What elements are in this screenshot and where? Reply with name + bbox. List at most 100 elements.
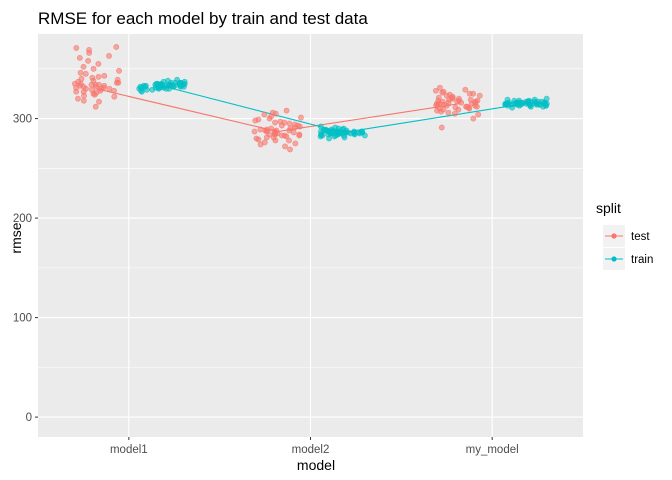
point-test bbox=[73, 45, 80, 51]
point-test bbox=[452, 110, 458, 117]
x-tick-label: model2 bbox=[292, 444, 330, 456]
grid-lines bbox=[38, 34, 583, 437]
point-test bbox=[85, 57, 92, 64]
point-test bbox=[95, 73, 102, 80]
point-test bbox=[445, 99, 452, 106]
point-train bbox=[351, 128, 358, 135]
point-test bbox=[91, 91, 98, 98]
point-test bbox=[116, 67, 122, 74]
legend-label-test: test bbox=[631, 231, 650, 243]
legend-label-train: train bbox=[631, 254, 653, 266]
x-tick-label: my_model bbox=[466, 444, 519, 456]
point-test bbox=[88, 81, 95, 88]
point-test bbox=[113, 44, 120, 50]
point-test bbox=[268, 125, 275, 132]
point-test bbox=[82, 70, 89, 77]
point-test bbox=[272, 110, 279, 117]
point-test bbox=[263, 134, 270, 141]
point-test bbox=[475, 111, 482, 118]
x-tick-label: model1 bbox=[110, 444, 148, 456]
point-test bbox=[78, 75, 85, 82]
point-train bbox=[176, 79, 183, 86]
point-test bbox=[454, 98, 461, 105]
point-test bbox=[467, 96, 474, 103]
point-train bbox=[137, 83, 144, 90]
point-test bbox=[101, 72, 108, 79]
point-train bbox=[181, 80, 188, 87]
y-axis-title: rmse bbox=[8, 222, 24, 253]
legend-key-test bbox=[603, 225, 625, 247]
point-test bbox=[80, 88, 87, 95]
legend: split test train bbox=[596, 200, 653, 270]
y-tick-label: 100 bbox=[13, 313, 32, 325]
y-axis-ticks: 0 100 200 300 bbox=[13, 114, 38, 424]
point-train bbox=[527, 101, 533, 108]
point-test bbox=[86, 47, 92, 53]
point-test bbox=[106, 85, 113, 92]
point-test bbox=[92, 103, 99, 110]
chart-title: RMSE for each model by train and test da… bbox=[38, 9, 368, 28]
point-train bbox=[519, 100, 525, 107]
point-train bbox=[339, 129, 346, 136]
point-test bbox=[261, 139, 268, 146]
point-test bbox=[253, 135, 260, 142]
point-train bbox=[152, 81, 159, 88]
point-test bbox=[255, 116, 262, 123]
legend-key-train bbox=[603, 248, 625, 270]
point-test bbox=[279, 132, 285, 139]
y-tick-label: 200 bbox=[13, 213, 32, 225]
point-test bbox=[278, 122, 285, 129]
point-test bbox=[432, 87, 439, 94]
point-test bbox=[95, 60, 102, 67]
point-test bbox=[291, 121, 298, 128]
point-train bbox=[157, 82, 163, 89]
point-test bbox=[261, 111, 268, 118]
point-train bbox=[356, 130, 363, 137]
point-test bbox=[282, 143, 288, 150]
legend-title: split bbox=[596, 200, 621, 216]
point-test bbox=[298, 114, 304, 121]
y-tick-label: 300 bbox=[13, 114, 32, 126]
point-test bbox=[283, 107, 290, 114]
point-test bbox=[98, 85, 104, 92]
x-axis-ticks: model1 model2 my_model bbox=[110, 437, 519, 456]
point-train bbox=[502, 101, 509, 108]
point-test bbox=[114, 76, 121, 83]
point-test bbox=[286, 120, 293, 127]
point-test bbox=[75, 95, 81, 102]
point-test bbox=[462, 86, 469, 93]
point-test bbox=[96, 98, 102, 105]
point-test bbox=[76, 54, 83, 61]
point-test bbox=[438, 124, 445, 131]
point-test bbox=[80, 97, 87, 104]
point-test bbox=[286, 137, 292, 144]
point-test bbox=[449, 95, 456, 102]
point-test bbox=[296, 131, 303, 138]
y-tick-label: 0 bbox=[26, 412, 32, 424]
point-test bbox=[470, 115, 477, 122]
point-test bbox=[77, 69, 84, 76]
legend-key-point bbox=[611, 233, 617, 239]
point-train bbox=[142, 82, 149, 89]
point-test bbox=[440, 88, 447, 95]
point-test bbox=[466, 90, 473, 97]
point-test bbox=[106, 52, 112, 59]
point-test bbox=[89, 74, 96, 81]
point-train bbox=[318, 128, 324, 135]
point-test bbox=[251, 128, 258, 135]
data-points bbox=[71, 44, 550, 153]
point-train bbox=[533, 101, 540, 108]
point-test bbox=[445, 109, 452, 116]
point-test bbox=[111, 93, 118, 100]
x-axis-title: model bbox=[297, 457, 335, 473]
point-test bbox=[292, 140, 299, 147]
point-test bbox=[90, 65, 97, 72]
point-test bbox=[437, 84, 443, 91]
point-train bbox=[332, 132, 339, 139]
point-train bbox=[539, 98, 545, 105]
point-test bbox=[435, 94, 442, 101]
point-test bbox=[452, 104, 459, 111]
point-test bbox=[273, 127, 280, 134]
point-test bbox=[272, 119, 278, 126]
